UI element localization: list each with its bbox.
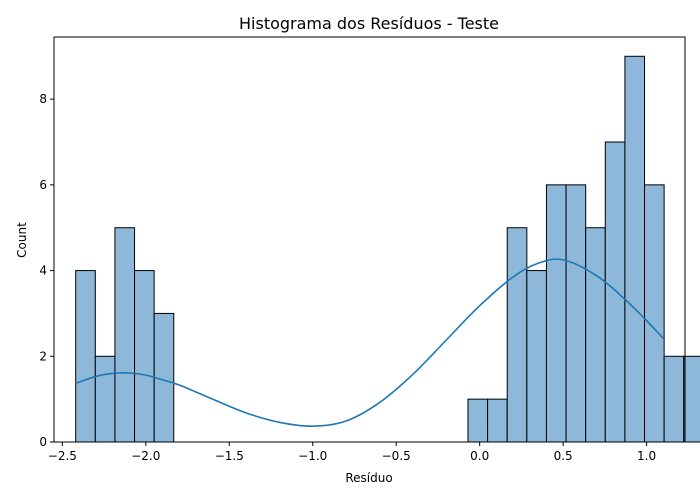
histogram-bar — [467, 398, 489, 443]
x-tick-label: −2.5 — [48, 449, 77, 463]
x-tick-label: −0.5 — [382, 449, 411, 463]
x-tick-label: 0.5 — [554, 449, 573, 463]
x-tick-label: −2.0 — [131, 449, 160, 463]
x-axis-ticks: −2.5 −2.0 −1.5 −1.0 −0.5 0.0 0.5 1.0 — [48, 442, 656, 463]
histogram-bar — [585, 227, 606, 443]
y-tick-label: 0 — [39, 435, 47, 449]
histogram-bar — [604, 141, 626, 443]
histogram-bar — [506, 227, 528, 443]
y-axis-ticks: 0 2 4 6 8 — [39, 92, 54, 449]
x-tick-label: −1.0 — [298, 449, 327, 463]
histogram-bar — [487, 398, 508, 443]
histogram-bar — [663, 355, 685, 443]
y-tick-label: 6 — [39, 178, 47, 192]
histogram-bar — [624, 55, 646, 443]
bars-layer — [75, 55, 700, 443]
histogram-bar — [114, 227, 136, 443]
chart-title: Histograma dos Resíduos - Teste — [239, 14, 499, 33]
x-axis-title: Resíduo — [345, 471, 392, 485]
histogram-bar — [545, 184, 567, 443]
kde-line — [75, 258, 664, 427]
histogram-bar — [75, 270, 96, 443]
histogram-bar — [94, 355, 116, 443]
histogram-bar — [644, 184, 665, 443]
histogram-bar — [683, 355, 700, 443]
plot-frame — [53, 36, 686, 443]
histogram-bar — [526, 270, 547, 443]
x-tick-label: 0.0 — [470, 449, 489, 463]
histogram-bar — [565, 184, 587, 443]
y-tick-label: 4 — [39, 264, 47, 278]
histogram-bar — [134, 270, 155, 443]
y-tick-label: 8 — [39, 92, 47, 106]
x-tick-label: −1.5 — [215, 449, 244, 463]
x-tick-label: 1.0 — [637, 449, 656, 463]
y-tick-label: 2 — [39, 349, 47, 363]
y-axis-title: Count — [15, 222, 29, 258]
